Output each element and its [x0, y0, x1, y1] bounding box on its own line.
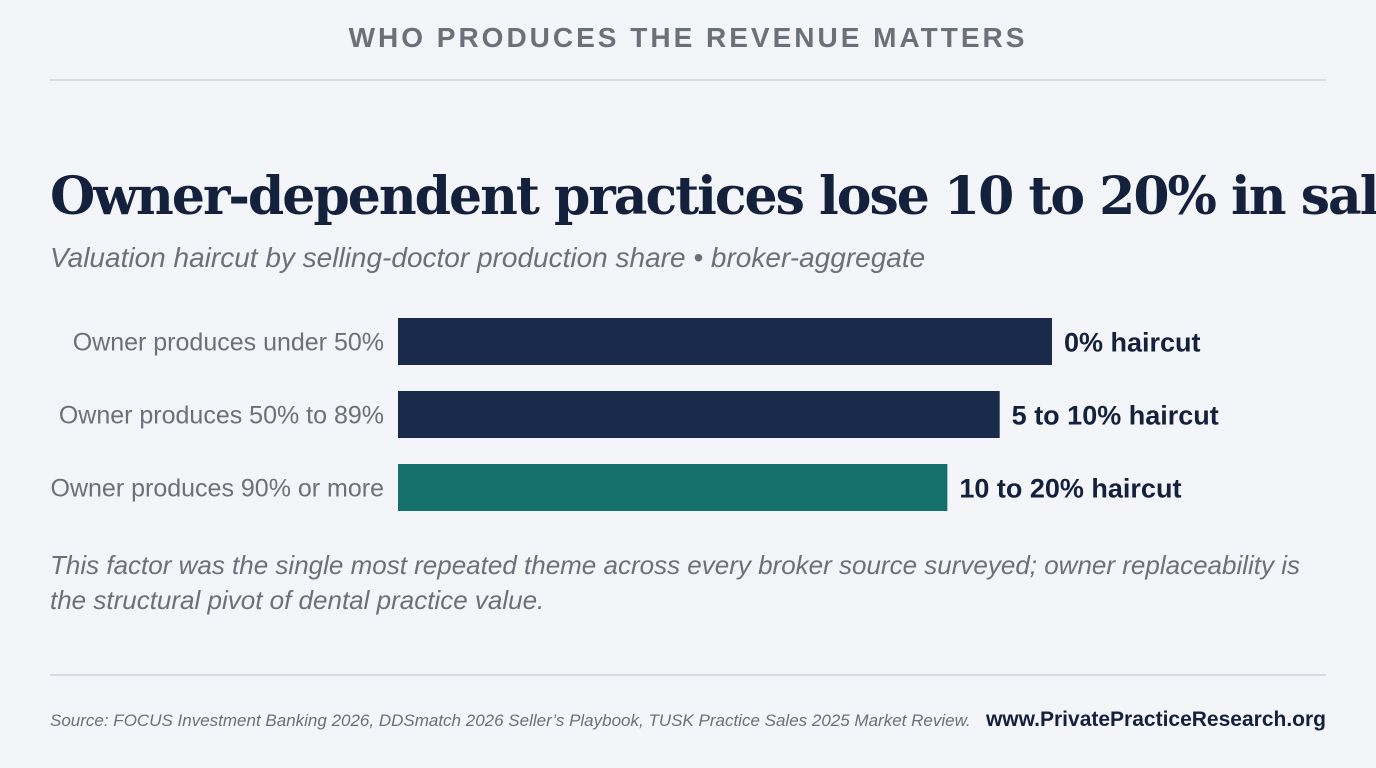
- data-label: 10 to 20% haircut: [959, 474, 1181, 504]
- bottom-divider: [50, 674, 1326, 676]
- chart-kicker: WHO PRODUCES THE REVENUE MATTERS: [348, 22, 1028, 53]
- source-citation: Source: FOCUS Investment Banking 2026, D…: [50, 711, 971, 730]
- chart-subtitle: Valuation haircut by selling-doctor prod…: [50, 242, 926, 273]
- chart-title: Owner-dependent practices lose 10 to 20%…: [50, 166, 1376, 227]
- category-label: Owner produces 50% to 89%: [59, 402, 384, 430]
- bar: [398, 318, 1052, 365]
- website-link[interactable]: www.PrivatePracticeResearch.org: [985, 708, 1326, 731]
- data-label: 0% haircut: [1064, 328, 1201, 358]
- category-label: Owner produces under 50%: [73, 329, 384, 357]
- chart-note: This factor was the single most repeated…: [50, 550, 1301, 615]
- data-label: 5 to 10% haircut: [1012, 401, 1219, 431]
- bar: [398, 464, 948, 511]
- top-divider: [50, 79, 1326, 81]
- category-label: Owner produces 90% or more: [51, 475, 384, 503]
- bar-chart: Owner produces under 50% 0% haircut Owner …: [51, 318, 1219, 511]
- bar: [398, 391, 1000, 438]
